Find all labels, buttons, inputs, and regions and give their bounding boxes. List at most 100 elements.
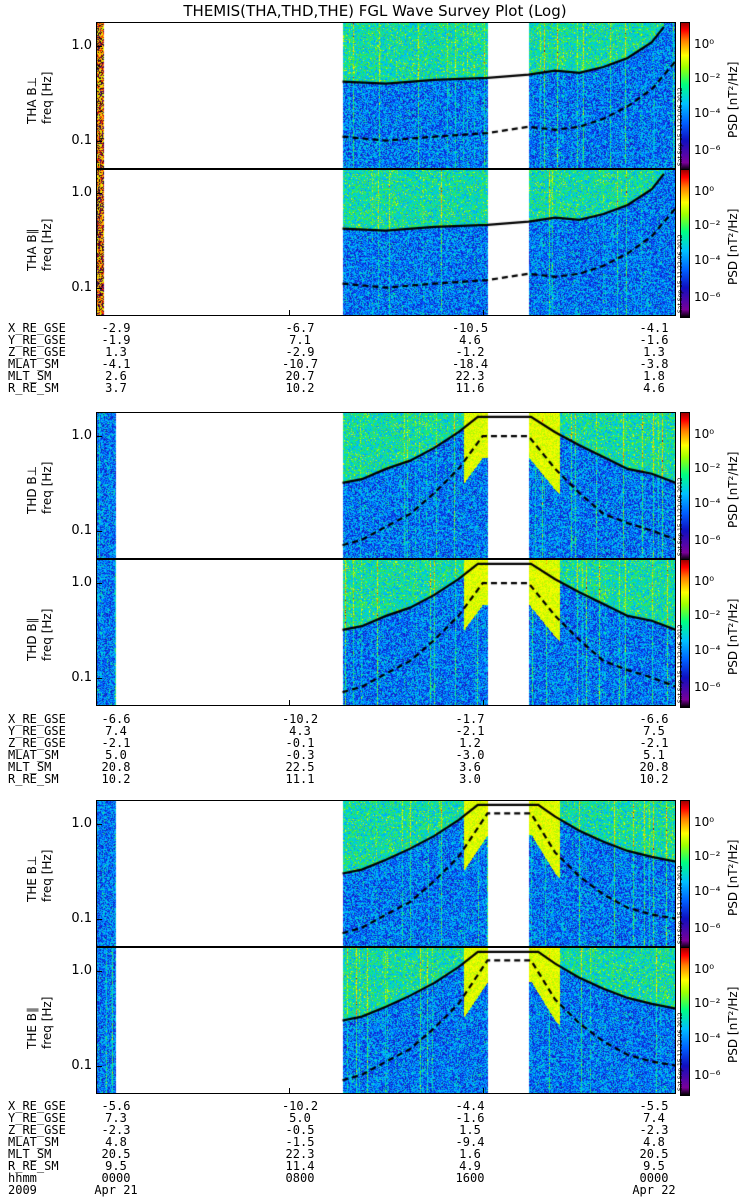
colorbar-tick-label: 10⁻⁶ bbox=[694, 142, 721, 157]
ephemeris-value: 7.1 bbox=[289, 333, 311, 347]
freq-axis-label: freq [Hz] bbox=[40, 608, 54, 661]
ephemeris-value: -1.6 bbox=[639, 333, 669, 347]
y-tick-label: 1.0 bbox=[71, 38, 92, 54]
ephemeris-value: 7.3 bbox=[105, 1111, 127, 1125]
ephemeris-value: 22.5 bbox=[285, 760, 315, 774]
colorbar-tick-label: 10⁰ bbox=[694, 962, 715, 977]
ephemeris-value: 4.8 bbox=[643, 1135, 665, 1149]
ephemeris-value: -1.9 bbox=[101, 333, 131, 347]
ephemeris-value: -6.6 bbox=[639, 712, 669, 726]
ephemeris-value: 20.5 bbox=[101, 1147, 131, 1161]
ephemeris-value: -1.7 bbox=[455, 712, 485, 726]
freq-axis-label: freq [Hz] bbox=[40, 218, 54, 271]
ephemeris-label: R_RE_SM bbox=[8, 1159, 59, 1173]
colorbar-tick-label: 10⁻² bbox=[694, 70, 721, 85]
y-tick-mark bbox=[96, 193, 102, 195]
ephemeris-label: R_RE_SM bbox=[8, 772, 59, 786]
y-tick-label: 1.0 bbox=[71, 185, 92, 201]
y-tick-mark bbox=[96, 583, 102, 585]
ephemeris-value: -2.3 bbox=[101, 1123, 131, 1137]
y-tick-label: 0.1 bbox=[71, 522, 92, 538]
colorbar-tick-label: 10⁻² bbox=[694, 607, 721, 622]
ephemeris-value: 5.1 bbox=[643, 748, 665, 762]
colorbar-tick-label: 10⁻⁶ bbox=[694, 1067, 721, 1082]
ephemeris-label: Z_RE_GSE bbox=[8, 1123, 66, 1137]
ephemeris-value: 4.6 bbox=[459, 333, 481, 347]
y-tick-label: 1.0 bbox=[71, 428, 92, 444]
y-tick-mark bbox=[96, 436, 102, 438]
colorbar-tick-label: 10⁻² bbox=[694, 848, 721, 863]
colorbar-tick-label: 10⁰ bbox=[694, 574, 715, 589]
ephemeris-value: -10.2 bbox=[281, 1099, 319, 1113]
colorbar-tick-label: 10⁰ bbox=[694, 37, 715, 52]
timestamp-stamp: Sat Sep 15 11:22:06 2012 bbox=[677, 477, 684, 556]
y-tick-mark bbox=[96, 824, 102, 826]
year-label: 2009 bbox=[8, 1183, 37, 1197]
timestamp-stamp: Sat Sep 15 11:22:06 2012 bbox=[677, 234, 684, 313]
panel-probe-label: THE B⊥ bbox=[25, 855, 39, 902]
ephemeris-value: 3.7 bbox=[105, 381, 127, 395]
y-tick-label: 0.1 bbox=[71, 279, 92, 295]
ephemeris-label: X_RE_GSE bbox=[8, 321, 66, 335]
ephemeris-value: -4.4 bbox=[455, 1099, 485, 1113]
date-label: Apr 22 bbox=[632, 1183, 676, 1197]
ephemeris-value: -2.9 bbox=[101, 321, 131, 335]
y-tick-mark bbox=[96, 530, 102, 532]
ephemeris-value: -6.7 bbox=[285, 321, 315, 335]
colorbar-title: PSD [nT²/Hz] bbox=[726, 986, 740, 1063]
ephemeris-label: MLAT_SM bbox=[8, 748, 59, 762]
ephemeris-value: -0.1 bbox=[285, 736, 315, 750]
colorbar-tick-label: 10⁻² bbox=[694, 217, 721, 232]
ephemeris-label: X_RE_GSE bbox=[8, 1099, 66, 1113]
ephemeris-value: -10.2 bbox=[281, 712, 319, 726]
ephemeris-value: -10.5 bbox=[451, 321, 489, 335]
ephemeris-value: -1.6 bbox=[455, 1111, 485, 1125]
ephemeris-value: 7.5 bbox=[643, 724, 665, 738]
ephemeris-value: 5.0 bbox=[289, 1111, 311, 1125]
ephemeris-value: -4.1 bbox=[639, 321, 669, 335]
ephemeris-value: -1.5 bbox=[285, 1135, 315, 1149]
ephemeris-value: -18.4 bbox=[451, 357, 489, 371]
y-tick-label: 1.0 bbox=[71, 575, 92, 591]
ephemeris-value: -6.6 bbox=[101, 712, 131, 726]
ephemeris-value: 11.6 bbox=[455, 381, 485, 395]
colorbar-title: PSD [nT²/Hz] bbox=[726, 61, 740, 138]
x-tick-mark bbox=[96, 700, 97, 706]
colorbar-tick-label: 10⁰ bbox=[694, 815, 715, 830]
ephemeris-value: 2.6 bbox=[105, 369, 127, 383]
y-tick-mark bbox=[96, 677, 102, 679]
x-tick-mark bbox=[289, 310, 291, 316]
y-tick-label: 0.1 bbox=[71, 1057, 92, 1073]
x-tick-mark bbox=[289, 700, 291, 706]
freq-axis-label: freq [Hz] bbox=[40, 71, 54, 124]
x-tick-mark bbox=[289, 1088, 291, 1094]
ephemeris-value: 20.7 bbox=[285, 369, 315, 383]
ephemeris-value: -5.6 bbox=[101, 1099, 131, 1113]
timestamp-stamp: Sat Sep 15 11:22:06 2012 bbox=[677, 87, 684, 166]
y-tick-label: 0.1 bbox=[71, 669, 92, 685]
ephemeris-value: -3.0 bbox=[455, 748, 485, 762]
date-label: Apr 21 bbox=[94, 1183, 138, 1197]
ephemeris-value: 20.8 bbox=[101, 760, 131, 774]
ephemeris-label: Y_RE_GSE bbox=[8, 333, 66, 347]
colorbar-tick-label: 10⁻² bbox=[694, 460, 721, 475]
x-tick-mark bbox=[482, 700, 484, 706]
ephemeris-label: Y_RE_GSE bbox=[8, 1111, 66, 1125]
x-tick-mark bbox=[482, 310, 484, 316]
time-tick-label: 1600 bbox=[455, 1171, 485, 1185]
colorbar-tick-label: 10⁻⁴ bbox=[694, 496, 721, 511]
ephemeris-value: 20.5 bbox=[639, 1147, 669, 1161]
x-tick-mark bbox=[675, 310, 676, 316]
time-tick-label: 0000 bbox=[101, 1171, 131, 1185]
ephemeris-value: -9.4 bbox=[455, 1135, 485, 1149]
ephemeris-label: Z_RE_GSE bbox=[8, 736, 66, 750]
ephemeris-value: 3.0 bbox=[459, 772, 481, 786]
spectrogram-thd-par bbox=[96, 559, 676, 706]
ephemeris-value: 4.3 bbox=[289, 724, 311, 738]
ephemeris-label: MLAT_SM bbox=[8, 357, 59, 371]
colorbar-tick-label: 10⁻⁶ bbox=[694, 679, 721, 694]
ephemeris-value: 10.2 bbox=[101, 772, 131, 786]
freq-axis-label: freq [Hz] bbox=[40, 996, 54, 1049]
ephemeris-value: 3.6 bbox=[459, 760, 481, 774]
y-tick-mark bbox=[96, 1065, 102, 1067]
